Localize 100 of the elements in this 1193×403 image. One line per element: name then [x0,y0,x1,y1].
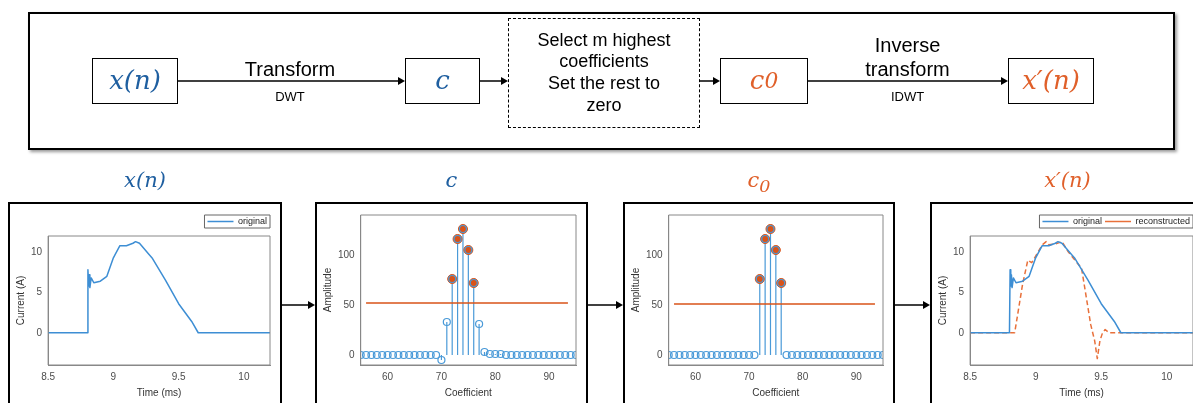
x-tick-label: 70 [435,370,448,382]
point [539,350,548,360]
chart-title: x′(n) [1043,168,1092,194]
x-tick-label: 90 [850,370,863,382]
point [372,350,381,360]
x-tick-label: 10 [1161,370,1173,382]
legend-label: original [1072,215,1102,226]
y-tick-label: 50 [651,298,664,310]
point [383,350,392,360]
point [566,350,575,360]
x-axis-title: Coefficient [444,386,493,398]
point [426,350,435,360]
y-axis-title: Current (A) [936,275,948,326]
point [394,350,403,360]
point [415,350,424,360]
chart-title: x(n) [123,168,167,194]
point [718,350,727,360]
point [361,350,371,360]
y-tick-label: 0 [349,348,356,360]
point [405,350,414,360]
y-tick-label: 5 [958,286,965,298]
text: DWT [215,88,365,106]
point [686,350,695,360]
text-box: Select m highest coefficients Set the rest to zero [508,18,700,128]
text-box: x(n) [92,58,178,104]
point [841,350,850,360]
x-tick-label: 9.5 [1094,370,1109,382]
text-box: c [405,58,480,104]
point [723,350,732,360]
point [442,317,451,327]
point [734,350,743,360]
point [431,350,441,360]
x-tick-label: 80 [489,370,502,382]
point [857,350,866,360]
text-box: x′(n) [1008,58,1094,104]
y-tick-label: 100 [338,248,356,260]
x-tick-label: 9 [110,370,117,382]
x-tick-label: 9 [1032,370,1039,382]
y-tick-label: 5 [36,286,43,298]
point [421,350,430,360]
point [846,350,855,360]
point [852,350,861,360]
point [561,350,570,360]
point [378,350,387,360]
point [544,350,554,360]
point [712,350,722,360]
point [555,350,564,360]
point [750,350,759,360]
point [480,347,489,357]
text: Inverse transform [850,32,965,82]
point [739,350,748,360]
point [814,350,823,360]
point [744,350,754,360]
point [410,350,419,360]
point [691,350,700,360]
chart-title: c$_{0}$ [746,168,772,198]
point [507,350,516,360]
point [550,350,559,360]
point [873,350,882,360]
point [707,350,716,360]
y-tick-label: 0 [657,348,664,360]
y-tick-label: 10 [31,245,43,257]
point [696,350,705,360]
y-axis-title: Amplitude [629,267,641,313]
point [702,350,711,360]
point [501,350,511,360]
point [836,350,845,360]
x-tick-label: 8.5 [963,370,978,382]
x-tick-label: 60 [382,370,394,382]
point [787,350,797,360]
point [475,319,484,329]
point [782,350,791,360]
legend-label: original [237,215,268,226]
point [534,350,543,360]
point [523,350,532,360]
point [485,349,494,359]
point [868,350,877,360]
point [680,350,689,360]
point [669,350,679,360]
y-tick-label: 0 [958,326,965,338]
point [809,350,818,360]
x-tick-label: 60 [689,370,702,382]
point [367,350,376,360]
y-tick-label: 50 [343,298,356,310]
legend-label: reconstructed [1135,215,1190,226]
x-tick-label: 9.5 [171,370,187,382]
point [819,350,829,360]
y-tick-label: 0 [36,326,43,338]
point [388,350,398,360]
point [803,350,813,360]
point [399,350,408,360]
x-tick-label: 90 [543,370,556,382]
point [793,350,802,360]
point [798,350,807,360]
x-tick-label: 10 [238,370,250,382]
point [862,350,872,360]
point [491,349,500,359]
y-axis-title: Amplitude [321,267,333,313]
y-tick-label: 100 [646,248,664,260]
x-axis-title: Time (ms) [136,386,182,398]
